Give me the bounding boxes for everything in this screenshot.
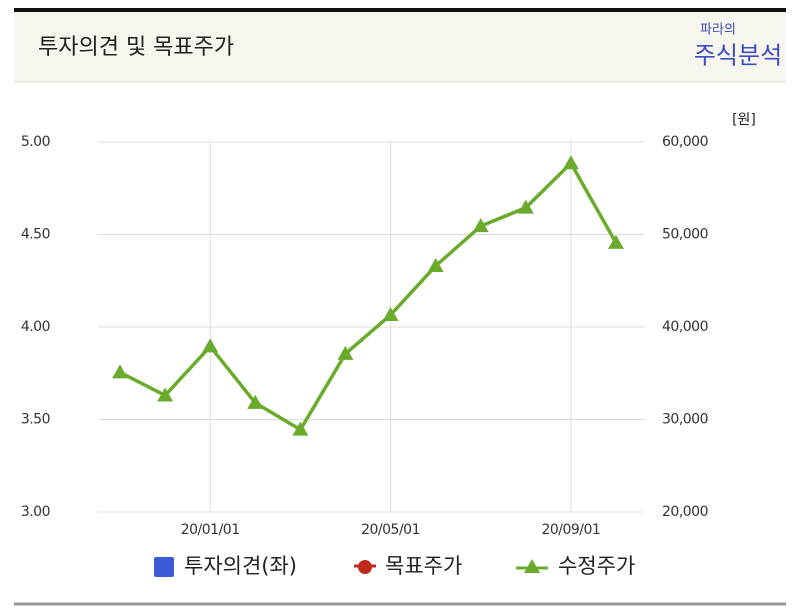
legend-marker — [358, 560, 372, 574]
top-bar — [14, 8, 786, 12]
brand: 주식분석 — [694, 43, 782, 70]
data-point — [202, 338, 219, 353]
x-tick-label: 20/01/01 — [181, 522, 240, 538]
y-tick-label: 4.00 — [21, 319, 50, 335]
x-tick-label: 20/05/01 — [361, 522, 420, 538]
y2-tick-label: 50,000 — [662, 227, 708, 243]
brand-top: 파라의 — [700, 23, 736, 38]
chart-title: 투자의견 및 목표주가 — [38, 35, 234, 60]
legend-label: 투자의견(좌) — [184, 554, 297, 578]
data-point — [517, 199, 534, 214]
y2-tick-label: 40,000 — [662, 319, 708, 335]
y2-tick-label: 20,000 — [662, 504, 708, 520]
y-tick-label: 3.00 — [21, 504, 50, 520]
data-point — [382, 306, 399, 321]
legend-marker — [524, 559, 540, 573]
legend-label: 수정주가 — [558, 554, 635, 578]
series-line — [119, 161, 618, 432]
y-tick-label: 5.00 — [21, 134, 50, 150]
y2-tick-label: 60,000 — [662, 134, 708, 150]
data-point — [472, 218, 489, 233]
legend-label: 목표주가 — [385, 554, 462, 578]
header-band — [14, 12, 786, 82]
data-point — [157, 387, 174, 402]
data-point — [337, 345, 354, 360]
legend-marker — [154, 557, 174, 577]
y-tick-label: 3.50 — [21, 412, 50, 428]
data-point — [292, 421, 309, 436]
data-point — [247, 394, 264, 409]
data-point — [562, 155, 579, 170]
data-point — [112, 364, 128, 379]
y2-tick-label: 30,000 — [662, 412, 708, 428]
data-point — [608, 234, 624, 249]
data-point — [427, 257, 444, 272]
x-tick-label: 20/09/01 — [541, 522, 600, 538]
y2-axis-label: [원] — [732, 112, 756, 128]
y-tick-label: 4.50 — [21, 227, 50, 243]
